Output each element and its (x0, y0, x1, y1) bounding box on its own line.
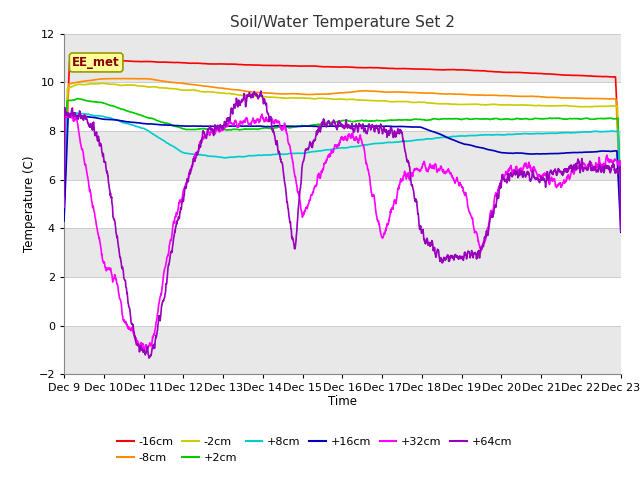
Text: EE_met: EE_met (72, 56, 120, 69)
Bar (64, 326, 621, 374)
Y-axis label: Temperature (C): Temperature (C) (22, 156, 36, 252)
Bar (64, 34, 621, 82)
Bar (64, 131, 621, 180)
X-axis label: Time: Time (328, 395, 357, 408)
Bar (64, 228, 621, 277)
Legend: -16cm, -8cm, -2cm, +2cm, +8cm, +16cm, +32cm, +64cm: -16cm, -8cm, -2cm, +2cm, +8cm, +16cm, +3… (113, 433, 516, 467)
Title: Soil/Water Temperature Set 2: Soil/Water Temperature Set 2 (230, 15, 455, 30)
